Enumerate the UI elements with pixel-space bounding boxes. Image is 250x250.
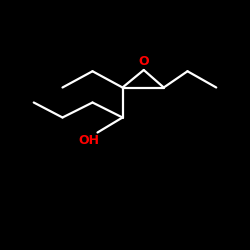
Text: O: O (138, 55, 149, 68)
Text: OH: OH (78, 134, 99, 146)
